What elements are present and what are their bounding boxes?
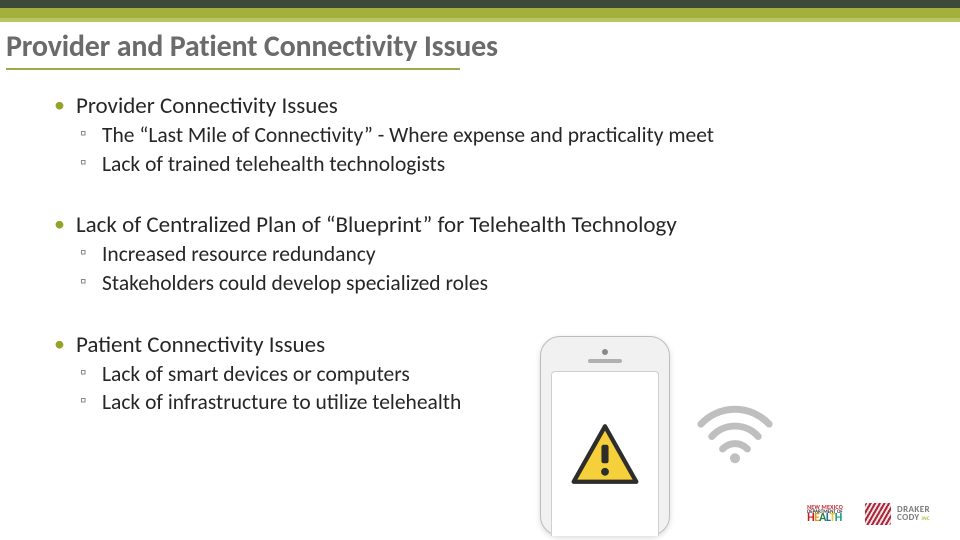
phone-speaker-icon: [588, 359, 622, 363]
footer-logos: NEW MEXICO DEPARTMENT OF HEALTH DRAKER C…: [807, 500, 930, 528]
section-2: Lack of Centralized Plan of “Blueprint” …: [54, 211, 904, 296]
decorative-band-dark: [0, 0, 960, 8]
slide-title: Provider and Patient Connectivity Issues: [6, 28, 498, 65]
warning-icon: [569, 422, 641, 486]
title-underline: [6, 68, 460, 70]
draker-text: DRAKER CODYINC: [897, 506, 930, 521]
slide-root: Provider and Patient Connectivity Issues…: [0, 0, 960, 540]
phone-screen: [551, 371, 659, 536]
section-1-item-2: Lack of trained telehealth technologists: [76, 151, 904, 178]
nm-logo-line3: HEALTH: [807, 514, 842, 524]
decorative-band-light: [0, 18, 960, 22]
section-2-item-1: Increased resource redundancy: [76, 241, 904, 268]
draker-cody-logo: DRAKER CODYINC: [865, 503, 930, 525]
decorative-band-olive: [0, 8, 960, 18]
section-1-item-1: The “Last Mile of Connectivity” - Where …: [76, 122, 904, 149]
draker-mark-icon: [865, 503, 891, 525]
connectivity-graphic: [540, 326, 920, 496]
phone-camera-icon: [602, 349, 608, 355]
draker-line2: CODYINC: [897, 514, 930, 522]
section-2-item-2: Stakeholders could develop specialized r…: [76, 270, 904, 297]
section-2-heading: Lack of Centralized Plan of “Blueprint” …: [54, 211, 904, 239]
phone-icon: [540, 336, 670, 536]
section-1-heading: Provider Connectivity Issues: [54, 92, 904, 120]
nm-health-logo: NEW MEXICO DEPARTMENT OF HEALTH: [807, 505, 843, 523]
section-1: Provider Connectivity Issues The “Last M…: [54, 92, 904, 177]
wifi-weak-icon: [696, 404, 774, 466]
